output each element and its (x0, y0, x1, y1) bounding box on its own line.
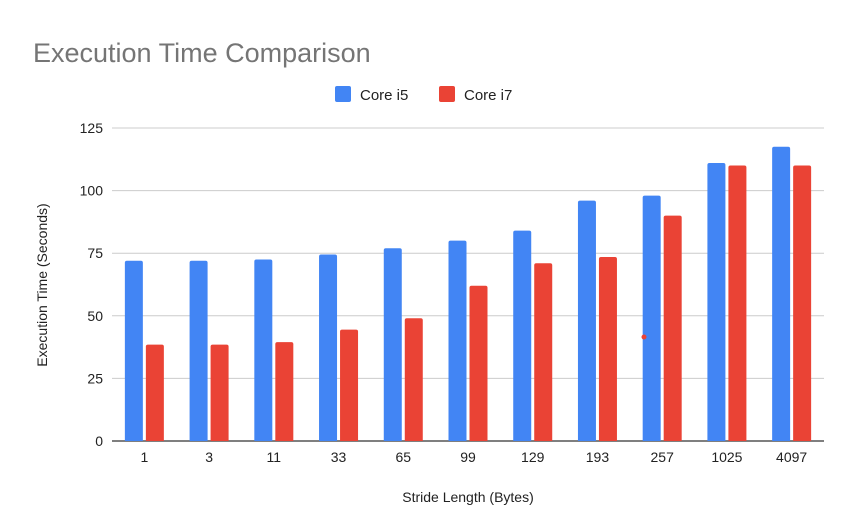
x-tick-label: 129 (521, 449, 545, 465)
bar-core-i7-193 (598, 256, 617, 441)
bar-core-i7-3 (210, 344, 229, 441)
y-tick-label: 0 (95, 433, 103, 449)
bar-core-i5-1 (124, 260, 143, 441)
x-tick-label: 11 (267, 449, 282, 465)
y-tick-label: 25 (87, 370, 103, 386)
gridlines (112, 127, 824, 442)
bar-core-i5-3 (189, 260, 208, 441)
bar-core-i7-1025 (728, 165, 747, 441)
bar-core-i7-11 (275, 342, 294, 441)
bar-core-i5-193 (577, 200, 596, 441)
y-tick-label: 75 (87, 245, 103, 261)
x-tick-label: 33 (331, 449, 347, 465)
legend: Core i5 Core i7 (335, 86, 512, 104)
x-tick-label: 4097 (776, 449, 807, 465)
legend-label-core-i5: Core i5 (360, 87, 408, 104)
bar-core-i5-65 (383, 248, 402, 441)
legend-label-core-i7: Core i7 (464, 87, 512, 104)
bar-core-i5-11 (254, 259, 273, 441)
bar-core-i5-33 (319, 254, 338, 441)
y-tick-label: 50 (87, 308, 103, 324)
x-tick-label: 65 (395, 449, 411, 465)
bar-core-i5-1025 (707, 163, 726, 441)
bar-core-i7-65 (404, 318, 423, 441)
bar-core-i5-99 (448, 240, 467, 441)
bar-core-i7-1 (145, 344, 164, 441)
x-tick-label: 1025 (711, 449, 742, 465)
x-tick-label: 99 (460, 449, 476, 465)
y-axis-ticks: 0 25 50 75 100 125 (80, 120, 104, 449)
bar-core-i5-129 (513, 230, 532, 441)
y-axis-label: Execution Time (Seconds) (34, 203, 50, 366)
legend-swatch-core-i5 (335, 86, 351, 102)
x-tick-label: 3 (205, 449, 213, 465)
bar-core-i5-4097 (772, 146, 791, 441)
x-axis-ticks: 1 3 11 33 65 99 129 193 257 1025 4097 (140, 449, 807, 465)
x-axis-label: Stride Length (Bytes) (402, 489, 534, 505)
legend-swatch-core-i7 (439, 86, 455, 102)
bar-core-i7-99 (469, 285, 488, 441)
bar-core-i7-129 (534, 263, 553, 441)
bar-core-i5-257 (642, 195, 661, 441)
y-tick-label: 125 (80, 120, 104, 136)
bar-core-i7-4097 (793, 165, 812, 441)
chart-title: Execution Time Comparison (33, 38, 371, 68)
x-tick-label: 1 (140, 449, 148, 465)
bar-core-i7-257 (663, 215, 682, 441)
bars (124, 146, 812, 441)
bar-core-i7-33 (340, 329, 359, 441)
stray-dot-marker (641, 334, 647, 340)
x-tick-label: 193 (586, 449, 610, 465)
x-tick-label: 257 (651, 449, 675, 465)
y-tick-label: 100 (80, 183, 104, 199)
